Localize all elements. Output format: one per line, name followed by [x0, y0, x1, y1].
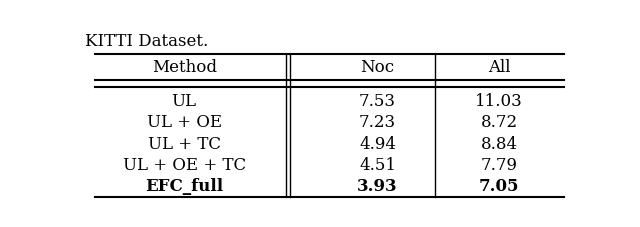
Text: UL + OE: UL + OE [147, 114, 221, 131]
Text: Noc: Noc [360, 59, 395, 76]
Text: 8.84: 8.84 [481, 135, 518, 152]
Text: UL + TC: UL + TC [148, 135, 221, 152]
Text: 3.93: 3.93 [357, 178, 398, 195]
Text: UL + OE + TC: UL + OE + TC [123, 156, 246, 173]
Text: Method: Method [152, 59, 217, 76]
Text: 7.53: 7.53 [359, 92, 396, 109]
Text: EFC_full: EFC_full [145, 178, 223, 195]
Text: All: All [488, 59, 510, 76]
Text: 7.23: 7.23 [359, 114, 396, 131]
Text: KITTI Dataset.: KITTI Dataset. [85, 32, 208, 49]
Text: 4.51: 4.51 [359, 156, 396, 173]
Text: 7.79: 7.79 [481, 156, 518, 173]
Text: 11.03: 11.03 [476, 92, 523, 109]
Text: UL: UL [172, 92, 196, 109]
Text: 4.94: 4.94 [359, 135, 396, 152]
Text: 8.72: 8.72 [481, 114, 518, 131]
Text: 7.05: 7.05 [479, 178, 520, 195]
